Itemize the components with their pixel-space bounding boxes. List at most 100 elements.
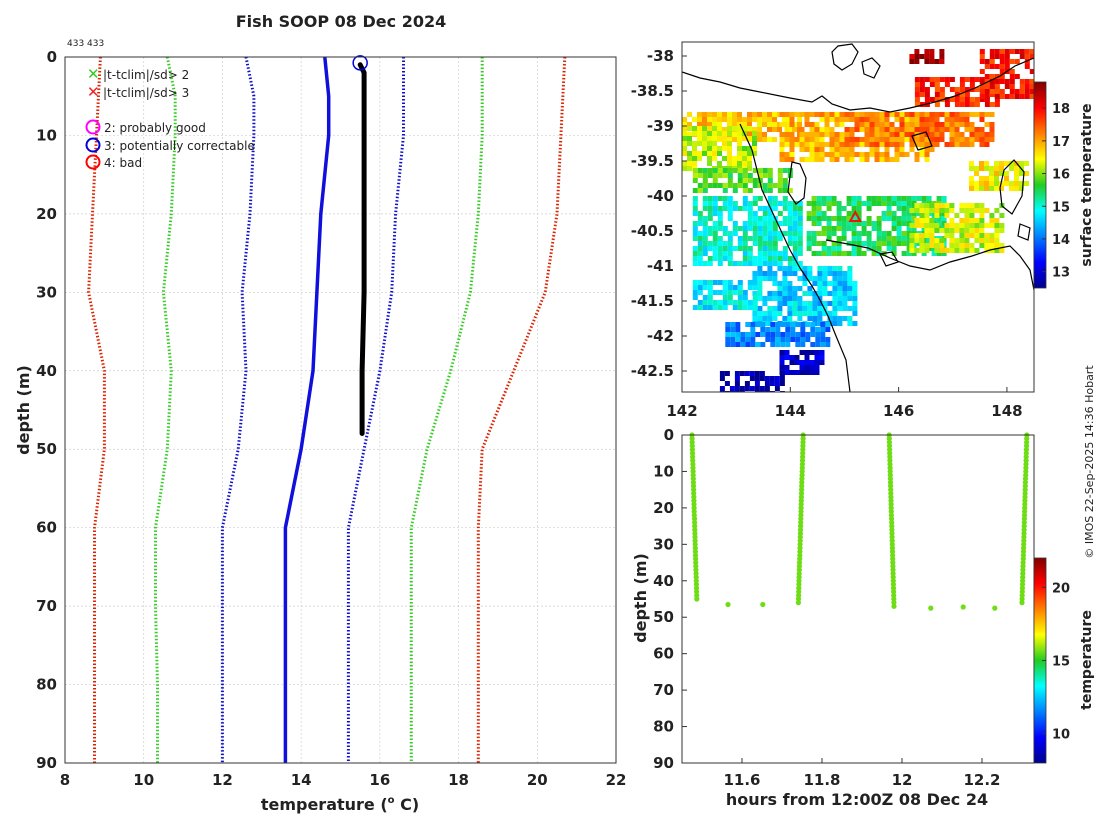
profile-xtick-label: 10 xyxy=(133,771,154,789)
map-sst-cell xyxy=(849,112,855,117)
map-sst-cell xyxy=(1009,69,1015,74)
map-sst-cell xyxy=(779,147,785,152)
map-sst-cell xyxy=(772,201,778,206)
map-sst-cell xyxy=(919,152,925,157)
map-sst-cell xyxy=(919,87,925,92)
map-sst-cell xyxy=(757,216,763,221)
legend-cross-red-icon: ✕ xyxy=(87,83,100,101)
map-sst-cell xyxy=(811,251,817,256)
map-sst-cell xyxy=(964,117,970,122)
map-sst-cell xyxy=(767,316,773,321)
map-sst-cell xyxy=(934,82,940,87)
map-sst-cell xyxy=(735,332,741,337)
map-sst-cell xyxy=(797,221,803,226)
map-sst-cell xyxy=(831,226,837,231)
map-sst-cell xyxy=(816,211,822,216)
map-sst-cell xyxy=(772,311,778,316)
map-sst-cell xyxy=(1004,161,1009,166)
map-sst-cell xyxy=(800,337,806,342)
counts-label: 433 433 xyxy=(67,39,104,49)
profile-axes-box xyxy=(64,56,617,764)
timeseries-point xyxy=(691,490,697,496)
map-sst-cell xyxy=(707,206,713,211)
map-sst-cell xyxy=(994,223,1000,228)
map-sst-cell xyxy=(817,276,823,281)
map-sst-cell xyxy=(974,137,980,142)
map-sst-cell xyxy=(780,322,786,327)
map-sst-cell xyxy=(941,196,947,201)
map-sst-cell xyxy=(717,261,723,266)
map-sst-cell xyxy=(906,216,912,221)
map-sst-cell xyxy=(806,236,812,241)
map-sst-cell xyxy=(914,102,920,107)
profile-xtick-label: 16 xyxy=(369,771,390,789)
timeseries-point xyxy=(1023,443,1030,449)
map-sst-cell xyxy=(974,166,979,171)
profile-xlabel: temperature (o C) xyxy=(261,795,419,814)
map-sst-cell xyxy=(757,112,762,117)
map-sst-cell xyxy=(959,142,965,147)
map-sst-cell xyxy=(984,97,990,102)
map-sst-cell xyxy=(914,97,920,102)
map-sst-cell xyxy=(777,168,783,173)
map-sst-cell xyxy=(949,208,955,213)
map-sst-cell xyxy=(777,296,783,301)
map-sst-cell xyxy=(737,161,742,166)
map-sst-cell xyxy=(874,112,880,117)
map-sst-cell xyxy=(692,141,697,146)
map-sst-cell xyxy=(969,137,975,142)
map-sst-cell xyxy=(762,117,767,122)
map-sst-cell xyxy=(787,241,793,246)
map-sst-cell xyxy=(919,77,925,82)
map-sst-cell xyxy=(782,281,788,286)
map-sst-cell xyxy=(767,231,773,236)
map-sst-cell xyxy=(702,236,708,241)
map-sst-cell xyxy=(742,261,748,266)
map-sst-cell xyxy=(851,236,857,241)
map-sst-cell xyxy=(687,151,692,156)
map-sst-cell xyxy=(747,136,752,141)
map-sst-cell xyxy=(969,132,975,137)
map-sst-cell xyxy=(747,126,752,131)
map-sst-cell xyxy=(1019,84,1025,89)
legend-cross-red-label: |t-tclim|/sd> 3 xyxy=(103,86,189,100)
map-sst-cell xyxy=(809,137,815,142)
map-sst-cell xyxy=(821,196,827,201)
map-sst-cell xyxy=(692,246,698,251)
map-sst-cell xyxy=(826,226,832,231)
map-sst-cell xyxy=(876,241,882,246)
profile-grid xyxy=(64,56,617,764)
map-sst-cell xyxy=(841,251,847,256)
map-sst-cell xyxy=(964,243,970,248)
map-sst-cell xyxy=(712,126,717,131)
map-sst-cell xyxy=(762,311,768,316)
map-sst-cell xyxy=(839,137,845,142)
map-sst-cell xyxy=(959,137,965,142)
map-sst-cell xyxy=(906,196,912,201)
map-sst-cell xyxy=(779,371,785,376)
map-ytick-label: -41 xyxy=(647,257,674,275)
map-sst-cell xyxy=(737,183,743,188)
map-sst-cell xyxy=(682,131,687,136)
map-sst-cell xyxy=(909,122,915,127)
map-sst-cell xyxy=(815,332,821,337)
map-sst-cell xyxy=(717,206,723,211)
map-sst-cell xyxy=(722,127,727,132)
map-sst-cell xyxy=(814,152,820,157)
map-sst-cell xyxy=(767,168,773,173)
map-sst-cell xyxy=(797,216,803,221)
map-sst-cell xyxy=(904,117,910,122)
map-sst-cell xyxy=(944,248,950,253)
map-sst-cell xyxy=(807,286,813,291)
map-sst-cell xyxy=(941,221,947,226)
map-sst-cell xyxy=(939,59,945,64)
map-sst-cell xyxy=(747,236,753,241)
map-sst-cell xyxy=(1019,186,1024,191)
map-sst-cell xyxy=(984,59,990,64)
map-sst-cell xyxy=(822,276,828,281)
map-sst-cell xyxy=(816,216,822,221)
map-sst-cell xyxy=(742,168,748,173)
map-sst-cell xyxy=(742,146,747,151)
timeseries-ytick-label: 50 xyxy=(653,608,674,626)
map-sst-cell xyxy=(752,151,757,156)
